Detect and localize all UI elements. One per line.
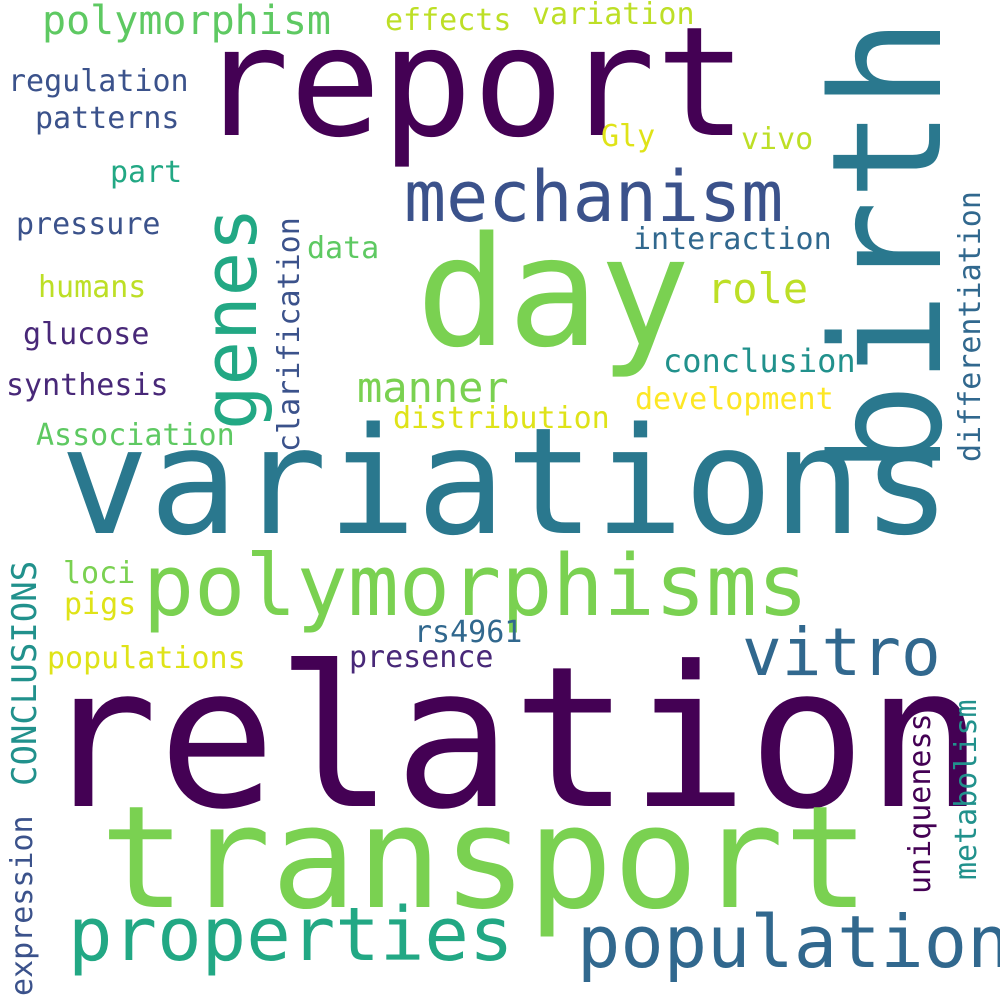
word-clarification: clarification xyxy=(272,217,307,452)
word-day: day xyxy=(416,204,691,381)
word-differentiation: differentiation xyxy=(953,191,988,462)
word-development: development xyxy=(635,382,834,417)
word-conclusions: CONCLUSIONS xyxy=(5,560,45,786)
word-populations: populations xyxy=(47,641,246,676)
word-birth: birth xyxy=(799,17,976,475)
word-synthesis: synthesis xyxy=(6,368,169,403)
word-variation: variation xyxy=(532,0,695,32)
word-transport: transport xyxy=(100,776,870,941)
word-pressure: pressure xyxy=(16,207,161,242)
word-polymorphisms: polymorphisms xyxy=(143,537,809,636)
word-rs4961: rs4961 xyxy=(414,615,523,650)
word-variations: variations xyxy=(60,396,952,568)
word-regulation: regulation xyxy=(8,64,189,99)
word-pigs: pigs xyxy=(64,587,137,622)
word-manner: manner xyxy=(357,363,509,412)
word-data: data xyxy=(307,231,380,266)
word-conclusion: conclusion xyxy=(663,342,856,380)
word-glucose: glucose xyxy=(23,317,150,352)
word-role: role xyxy=(707,264,809,313)
word-expression: expression xyxy=(5,815,40,996)
word-vitro: vitro xyxy=(742,614,941,691)
word-presence: presence xyxy=(349,640,494,675)
word-association: Association xyxy=(36,418,235,453)
word-gly: Gly xyxy=(601,119,656,154)
word-metabolism: metabolism xyxy=(949,699,984,880)
word-humans: humans xyxy=(38,270,147,305)
word-interaction: interaction xyxy=(633,222,832,257)
word-effects: effects xyxy=(385,3,512,38)
word-properties: properties xyxy=(68,892,514,978)
word-distribution: distribution xyxy=(393,401,610,436)
word-polymorphism: polymorphism xyxy=(42,0,331,44)
word-population: population xyxy=(577,900,1000,984)
word-patterns: patterns xyxy=(35,101,180,136)
word-vivo: vivo xyxy=(741,122,814,157)
word-uniqueness: uniqueness xyxy=(903,713,938,894)
word-relation: relation xyxy=(40,625,985,853)
word-genes: genes xyxy=(188,207,274,430)
word-part: part xyxy=(110,155,183,190)
word-report: report xyxy=(198,0,748,171)
word-loci: loci xyxy=(63,556,136,591)
word-mechanism: mechanism xyxy=(404,156,784,238)
